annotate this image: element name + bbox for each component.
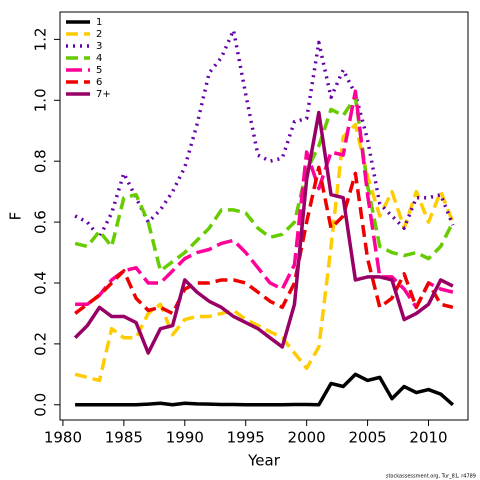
legend-label: 6 <box>96 77 102 88</box>
x-tick-label: 1980 <box>44 429 82 447</box>
y-tick-label: 0.6 <box>32 210 50 234</box>
x-tick-label: 1995 <box>227 429 265 447</box>
x-axis-title: Year <box>247 452 281 470</box>
series-line <box>74 28 455 240</box>
legend-label: 3 <box>96 41 102 52</box>
legend-label: 2 <box>96 29 102 40</box>
legend-label: 1 <box>96 17 102 28</box>
series-line <box>74 122 455 383</box>
y-axis-title: F <box>7 212 25 221</box>
x-tick-label: 2005 <box>348 429 386 447</box>
series-line <box>75 372 455 407</box>
x-tick-label: 1990 <box>166 429 204 447</box>
y-tick-label: 0.4 <box>32 271 50 295</box>
legend-label: 4 <box>96 53 102 64</box>
series-line <box>74 165 454 316</box>
y-tick-label: 1.0 <box>32 88 50 112</box>
footnote: stockassessment.org, Tur_81, r4789 <box>386 474 476 480</box>
x-tick-label: 2010 <box>409 429 447 447</box>
legend-label: 7+ <box>96 89 111 100</box>
x-tick-label: 1985 <box>105 429 143 447</box>
legend-label: 5 <box>96 65 102 76</box>
y-tick-label: 0.0 <box>32 393 50 417</box>
y-tick-label: 0.2 <box>32 332 50 356</box>
series-line <box>74 95 455 273</box>
y-tick-label: 0.8 <box>32 149 50 173</box>
y-tick-label: 1.2 <box>32 27 50 51</box>
plot-frame <box>59 11 469 421</box>
series-line <box>73 110 454 355</box>
x-tick-label: 2000 <box>288 429 326 447</box>
series-line <box>75 89 454 310</box>
